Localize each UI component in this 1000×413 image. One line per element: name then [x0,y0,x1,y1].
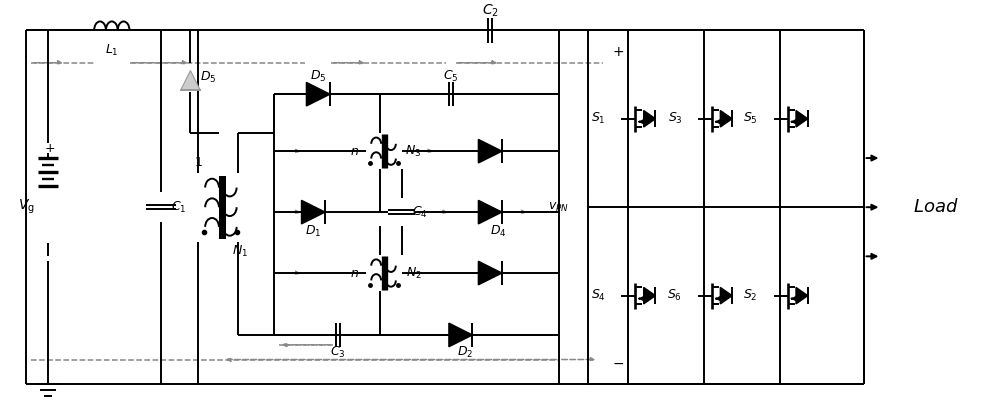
Text: $n$: $n$ [350,266,359,280]
Text: $N_2$: $N_2$ [406,266,421,280]
Text: $S_3$: $S_3$ [668,111,682,126]
Polygon shape [306,82,330,106]
Text: +: + [612,45,624,59]
Text: $D_2$: $D_2$ [457,345,474,360]
Text: +: + [45,142,55,155]
Text: $N_3$: $N_3$ [405,144,422,159]
Polygon shape [720,287,732,304]
Text: $N_1$: $N_1$ [232,244,248,259]
Text: $S_6$: $S_6$ [667,288,682,303]
Polygon shape [181,71,200,90]
Polygon shape [720,111,732,127]
Text: $S_2$: $S_2$ [743,288,758,303]
Text: $V_{\rm g}$: $V_{\rm g}$ [18,198,35,216]
Text: $n$: $n$ [350,145,359,158]
Polygon shape [301,200,325,224]
Polygon shape [796,111,808,127]
Text: $C_5$: $C_5$ [443,69,459,84]
Text: $D_5$: $D_5$ [200,70,216,85]
Text: $D_5$: $D_5$ [310,69,326,84]
Polygon shape [478,200,502,224]
Text: $S_1$: $S_1$ [591,111,606,126]
Polygon shape [644,287,655,304]
Text: $D_4$: $D_4$ [490,224,506,239]
Text: $S_4$: $S_4$ [591,288,606,303]
Text: $L_1$: $L_1$ [105,43,119,57]
Text: 1: 1 [194,157,202,169]
Polygon shape [449,323,472,347]
Text: $C_3$: $C_3$ [330,345,346,360]
Polygon shape [644,111,655,127]
Text: $C_2$: $C_2$ [482,2,499,19]
Text: $C_1$: $C_1$ [171,199,186,215]
Polygon shape [478,140,502,163]
Text: $D_1$: $D_1$ [305,224,321,239]
Text: $C_4$: $C_4$ [412,204,427,220]
Text: $-$: $-$ [612,356,624,370]
Text: $S_5$: $S_5$ [743,111,758,126]
Polygon shape [796,287,808,304]
Text: $v_{PN}$: $v_{PN}$ [548,201,569,214]
Text: $\it{Load}$: $\it{Load}$ [913,198,958,216]
Polygon shape [478,261,502,285]
